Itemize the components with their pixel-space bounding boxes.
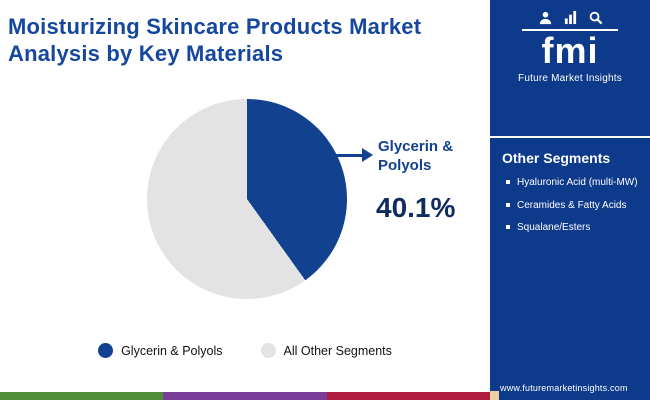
segment-label: Squalane/Esters — [517, 222, 591, 233]
logo-icons-row — [522, 10, 618, 31]
magnifier-icon — [589, 11, 602, 25]
segment-label: Ceramides & Fatty Acids — [517, 199, 627, 211]
stripe-segment-red — [326, 392, 490, 400]
legend-label: All Other Segments — [283, 343, 392, 358]
legend-swatch-other — [260, 343, 276, 358]
page-title: Moisturizing Skincare Products Market An… — [8, 14, 422, 66]
list-item: Ceramides & Fatty Acids — [506, 199, 640, 213]
fmi-logo: fmi Future Market Insights — [490, 10, 650, 84]
website-link[interactable]: www.futuremarketinsights.com — [500, 383, 628, 393]
footer-color-stripe — [0, 392, 490, 400]
person-icon — [539, 11, 551, 25]
chart-icon — [564, 10, 576, 25]
callout-label: Glycerin & Polyols — [378, 138, 454, 174]
bullet-icon — [506, 202, 510, 207]
chart-legend: Glycerin & Polyols All Other Segments — [0, 343, 490, 358]
pie-chart — [147, 99, 347, 299]
corner-chip — [490, 391, 499, 400]
callout-value: 40.1% — [376, 192, 456, 223]
list-item: Squalane/Esters — [506, 221, 640, 235]
stripe-segment-purple — [163, 392, 327, 400]
sidebar-divider — [490, 136, 650, 138]
legend-item-other: All Other Segments — [260, 343, 392, 358]
other-segments-heading: Other Segments — [502, 150, 611, 166]
other-segments-list: Hyaluronic Acid (multi-MW) Ceramides & F… — [490, 174, 650, 235]
legend-swatch-glycerin — [98, 343, 114, 358]
logo-wordmark: fmi — [541, 30, 599, 71]
callout-arrow-icon — [362, 148, 373, 162]
segment-label: Hyaluronic Acid (multi-MW) — [517, 177, 638, 188]
sidebar: fmi Future Market Insights Other Segment… — [490, 0, 650, 400]
legend-label: Glycerin & Polyols — [121, 343, 223, 358]
bullet-icon — [506, 225, 510, 229]
stripe-segment-green — [0, 392, 164, 400]
bullet-icon — [506, 180, 510, 184]
callout-arrow-line — [330, 154, 364, 157]
brand-name: Future Market Insights — [518, 73, 622, 84]
list-item: Hyaluronic Acid (multi-MW) — [506, 176, 640, 190]
chart-area: Moisturizing Skincare Products Market An… — [0, 14, 490, 400]
legend-item-glycerin: Glycerin & Polyols — [98, 343, 223, 358]
